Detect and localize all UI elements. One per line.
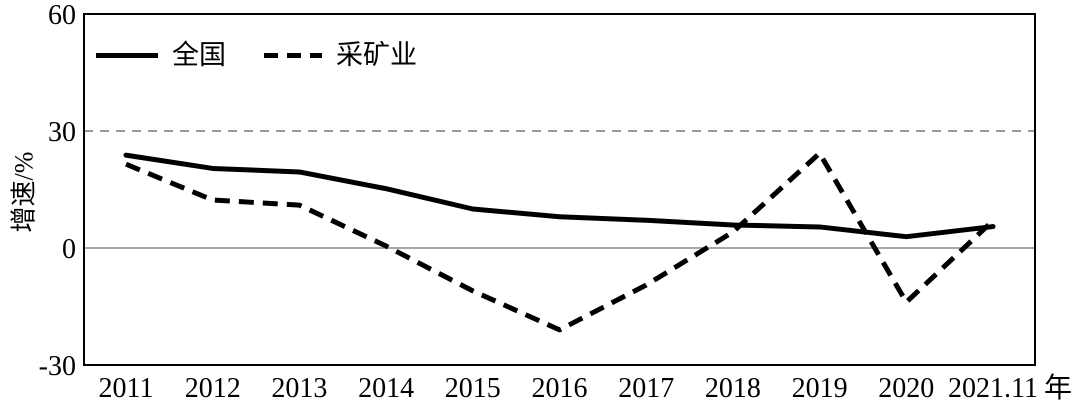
plot-frame xyxy=(83,13,1036,366)
legend: 全国 采矿业 xyxy=(96,42,417,69)
x-tick-label: 2020 xyxy=(878,373,934,404)
x-tick-label: 2018 xyxy=(705,373,761,404)
x-tick-label: 2014 xyxy=(358,373,414,404)
x-tick-label: 2015 xyxy=(445,373,501,404)
x-tick-label: 2021.11 xyxy=(948,373,1038,404)
x-tick-label: 2012 xyxy=(185,373,241,404)
y-tick-label: 30 xyxy=(48,117,76,148)
y-tick-label: 0 xyxy=(62,234,76,265)
x-tick-label: 2016 xyxy=(532,373,588,404)
y-tick-label: -30 xyxy=(39,351,76,382)
x-axis-unit-label: 年 xyxy=(1044,372,1072,404)
legend-item-mining: 采矿业 xyxy=(264,42,417,69)
legend-label-mining: 采矿业 xyxy=(336,40,417,70)
y-axis-title: 增速/% xyxy=(9,151,39,233)
x-tick-label: 2011 xyxy=(99,373,154,404)
solid-line-swatch-icon xyxy=(96,53,158,58)
x-tick-label: 2013 xyxy=(271,373,327,404)
legend-label-national: 全国 xyxy=(172,40,226,70)
x-tick-label: 2019 xyxy=(792,373,848,404)
y-tick-label: 60 xyxy=(48,0,76,31)
series-line-national xyxy=(123,152,996,240)
x-tick-label: 2017 xyxy=(618,373,674,404)
dashed-line-swatch-icon xyxy=(264,53,322,58)
legend-item-national: 全国 xyxy=(96,42,226,69)
series-line-mining xyxy=(125,150,995,333)
